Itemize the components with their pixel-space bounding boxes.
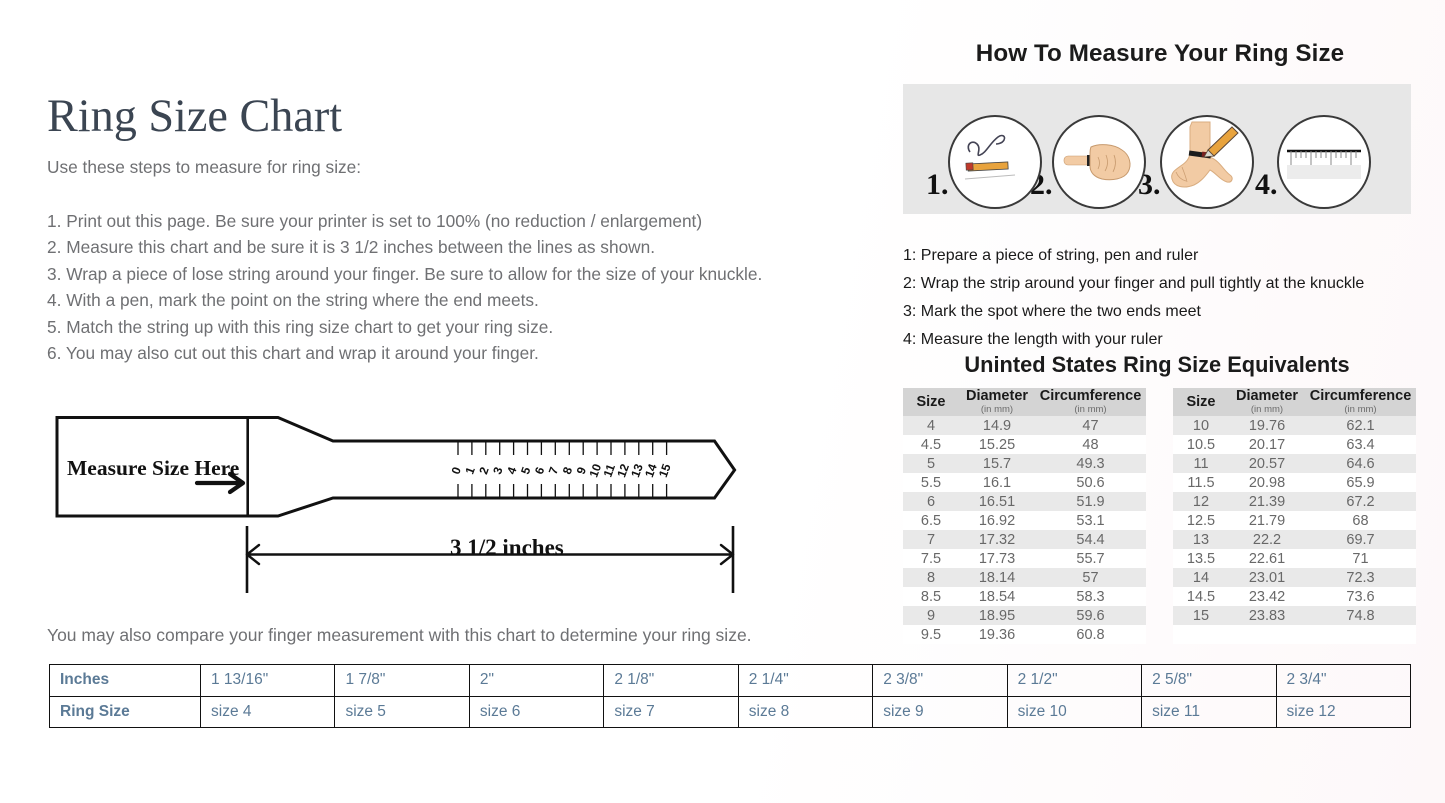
- svg-text:7: 7: [546, 465, 562, 476]
- svg-text:Measure Size Here: Measure Size Here: [67, 456, 239, 480]
- svg-text:15: 15: [656, 462, 674, 480]
